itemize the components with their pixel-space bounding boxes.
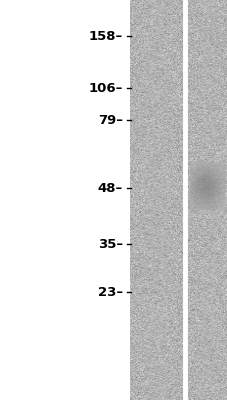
Text: 35–: 35–: [98, 238, 123, 250]
FancyBboxPatch shape: [0, 0, 129, 400]
Text: 23–: 23–: [98, 286, 123, 298]
Text: 106–: 106–: [88, 82, 123, 94]
Text: 79–: 79–: [98, 114, 123, 126]
Text: 48–: 48–: [97, 182, 123, 194]
Text: 158–: 158–: [89, 30, 123, 42]
